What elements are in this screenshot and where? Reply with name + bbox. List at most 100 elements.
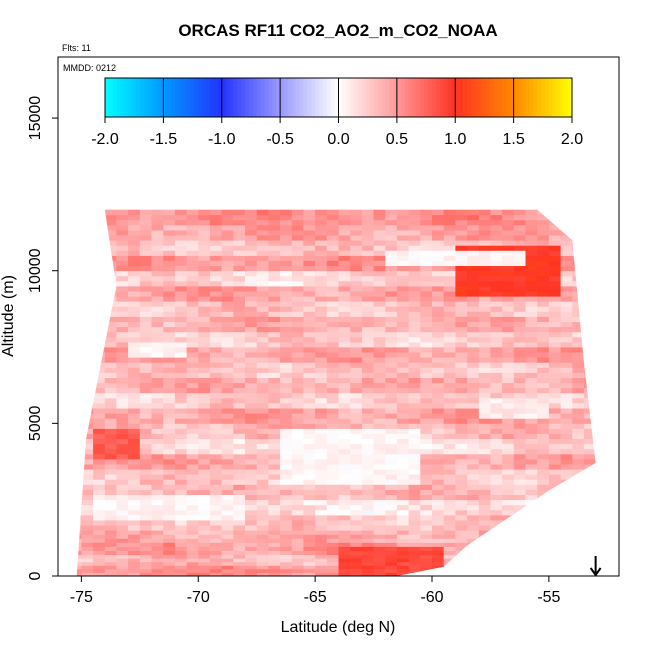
heatmap-cell [560, 382, 573, 389]
heatmap-cell [93, 558, 106, 563]
heatmap-cell [443, 530, 456, 535]
heatmap-cell [560, 554, 573, 559]
heatmap-cell [432, 214, 445, 221]
heatmap-cell [537, 316, 550, 322]
heatmap-cell [385, 352, 398, 358]
heatmap-cell [245, 372, 258, 378]
heatmap-cell [525, 561, 538, 566]
heatmap-cell [350, 489, 363, 495]
heatmap-cell [93, 561, 106, 566]
heatmap-cell [350, 382, 363, 389]
heatmap-cell [256, 387, 269, 394]
heatmap-cell [408, 484, 421, 490]
heatmap-cell [583, 525, 596, 531]
heatmap-cell [502, 443, 515, 450]
heatmap-cell [385, 336, 398, 343]
heatmap-cell [607, 240, 619, 246]
heatmap-cell [303, 542, 316, 547]
heatmap-cell [93, 341, 106, 348]
heatmap-cell [221, 499, 234, 506]
colorbar-swatch [190, 78, 195, 117]
heatmap-cell [443, 260, 456, 266]
heatmap-cell [163, 270, 176, 277]
colorbar-swatch [268, 78, 273, 117]
heatmap-cell [420, 534, 433, 539]
heatmap-cell [268, 408, 281, 414]
heatmap-cell [256, 321, 269, 328]
heatmap-cell [525, 469, 538, 475]
heatmap-cell [525, 296, 538, 302]
heatmap-cell [350, 347, 363, 353]
heatmap-cell [93, 534, 106, 539]
heatmap-cell [291, 474, 304, 480]
heatmap-cell [537, 504, 550, 511]
heatmap-cell [58, 322, 70, 328]
heatmap-cell [583, 357, 596, 363]
heatmap-cell [455, 418, 468, 424]
heatmap-cell [326, 372, 339, 378]
heatmap-cell [245, 209, 258, 216]
heatmap-cell [583, 484, 596, 490]
heatmap-cell [443, 408, 456, 414]
heatmap-cell [209, 423, 222, 429]
heatmap-cell [303, 326, 316, 333]
heatmap-cell [338, 286, 351, 292]
heatmap-cell [537, 509, 550, 516]
heatmap-cell [256, 484, 269, 490]
heatmap-cell [93, 240, 106, 246]
heatmap-cell [58, 505, 70, 511]
heatmap-cell [396, 250, 409, 256]
heatmap-cell [198, 443, 211, 450]
heatmap-cell [256, 453, 269, 460]
heatmap-cell [174, 326, 187, 333]
heatmap-cell [596, 490, 608, 496]
heatmap-cell [291, 275, 304, 282]
heatmap-cell [560, 301, 573, 307]
heatmap-cell [221, 554, 234, 559]
heatmap-cell [174, 377, 187, 384]
heatmap-cell [455, 377, 468, 384]
heatmap-cell [607, 261, 619, 267]
heatmap-cell [315, 499, 328, 506]
heatmap-cell [432, 408, 445, 414]
heatmap-cell [338, 382, 351, 389]
heatmap-cell [338, 245, 351, 251]
heatmap-cell [338, 265, 351, 272]
heatmap-cell [93, 316, 106, 322]
heatmap-cell [502, 554, 515, 559]
heatmap-cell [256, 286, 269, 292]
heatmap-cell [268, 459, 281, 465]
heatmap-cell [373, 558, 386, 563]
heatmap-cell [174, 489, 187, 495]
heatmap-cell [256, 214, 269, 221]
heatmap-cell [139, 245, 152, 251]
heatmap-cell [163, 326, 176, 333]
heatmap-cell [315, 550, 328, 556]
heatmap-cell [315, 448, 328, 455]
colorbar-swatch [198, 78, 203, 117]
heatmap-cell [560, 504, 573, 511]
heatmap-cell [455, 331, 468, 338]
heatmap-cell [490, 331, 503, 338]
heatmap-cell [58, 484, 70, 490]
heatmap-cell [221, 572, 234, 576]
heatmap-cell [478, 250, 491, 256]
heatmap-cell [256, 367, 269, 373]
heatmap-cell [163, 240, 176, 246]
heatmap-cell [548, 250, 561, 256]
colorbar-swatch [233, 78, 238, 117]
heatmap-cell [245, 250, 258, 256]
heatmap-cell [76, 270, 82, 277]
heatmap-cell [583, 372, 596, 378]
heatmap-cell [525, 550, 538, 556]
heatmap-cell [513, 453, 526, 460]
heatmap-cell [478, 397, 491, 404]
heatmap-cell [233, 392, 246, 399]
heatmap-cell [81, 530, 94, 535]
heatmap-cell [245, 316, 258, 322]
heatmap-cell [408, 546, 421, 551]
heatmap-cell [209, 568, 222, 573]
heatmap-cell [596, 215, 608, 221]
heatmap-cell [443, 520, 456, 526]
heatmap-cell [151, 306, 164, 312]
